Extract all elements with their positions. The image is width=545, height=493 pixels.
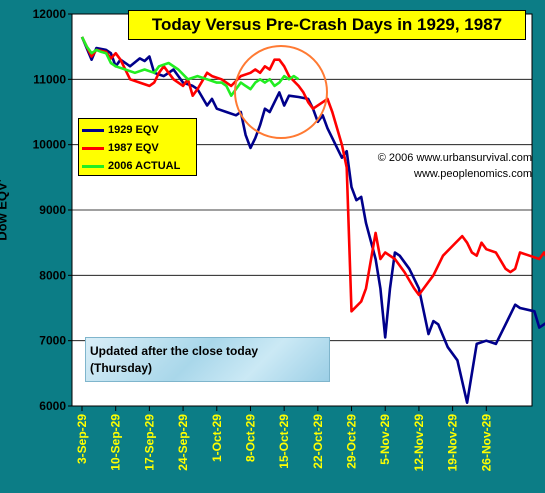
x-tick-label-5: 8-Oct-29 — [243, 414, 257, 462]
x-tick-label-11: 19-Nov-29 — [446, 414, 460, 472]
update-note: Updated after the close today (Thursday) — [85, 337, 330, 382]
x-tick-label-6: 15-Oct-29 — [277, 414, 291, 469]
copyright-line-2: www.peoplenomics.com — [414, 168, 532, 180]
copyright-note: © 2006 www.urbansurvival.com www.peoplen… — [360, 150, 532, 182]
update-line-2: (Thursday) — [90, 361, 153, 375]
y-tick-label-10000: 10000 — [33, 138, 67, 152]
x-tick-label-1: 10-Sep-29 — [109, 414, 123, 471]
highlight-circle — [234, 45, 328, 139]
x-tick-label-2: 17-Sep-29 — [142, 414, 156, 471]
x-tick-label-4: 1-Oct-29 — [210, 414, 224, 462]
series-line-1 — [80, 36, 545, 313]
legend-swatch-1987 — [82, 146, 104, 150]
y-tick-label-12000: 12000 — [33, 7, 67, 21]
legend-label-1929: 1929 EQV — [108, 124, 159, 136]
legend-swatch-2006 — [82, 164, 104, 168]
copyright-line-1: © 2006 www.urbansurvival.com — [377, 152, 532, 164]
legend-item-2006: 2006 ACTUAL — [82, 157, 196, 175]
x-tick-label-10: 12-Nov-29 — [412, 414, 426, 472]
y-tick-label-11000: 11000 — [33, 72, 66, 86]
y-tick-label-8000: 8000 — [39, 268, 66, 282]
update-line-1: Updated after the close today — [90, 344, 259, 358]
legend-label-2006: 2006 ACTUAL — [108, 160, 181, 172]
x-tick-label-12: 26-Nov-29 — [479, 414, 493, 472]
x-tick-label-7: 22-Oct-29 — [311, 414, 325, 469]
x-tick-label-0: 3-Sep-29 — [75, 414, 89, 464]
x-tick-label-9: 5-Nov-29 — [378, 414, 392, 465]
legend: 1929 EQV 1987 EQV 2006 ACTUAL — [78, 118, 197, 176]
legend-item-1987: 1987 EQV — [82, 139, 196, 157]
x-tick-label-8: 29-Oct-29 — [345, 414, 359, 469]
legend-item-1929: 1929 EQV — [82, 121, 196, 139]
legend-label-1987: 1987 EQV — [108, 142, 159, 154]
x-tick-label-3: 24-Sep-29 — [176, 414, 190, 471]
y-axis-label: Dow EQV' — [0, 179, 10, 241]
chart-title: Today Versus Pre-Crash Days in 1929, 198… — [128, 10, 526, 40]
legend-swatch-1929 — [82, 128, 104, 132]
y-tick-label-7000: 7000 — [39, 334, 66, 348]
series-line-2 — [80, 36, 300, 97]
y-tick-label-9000: 9000 — [39, 203, 66, 217]
y-tick-label-6000: 6000 — [39, 399, 66, 413]
